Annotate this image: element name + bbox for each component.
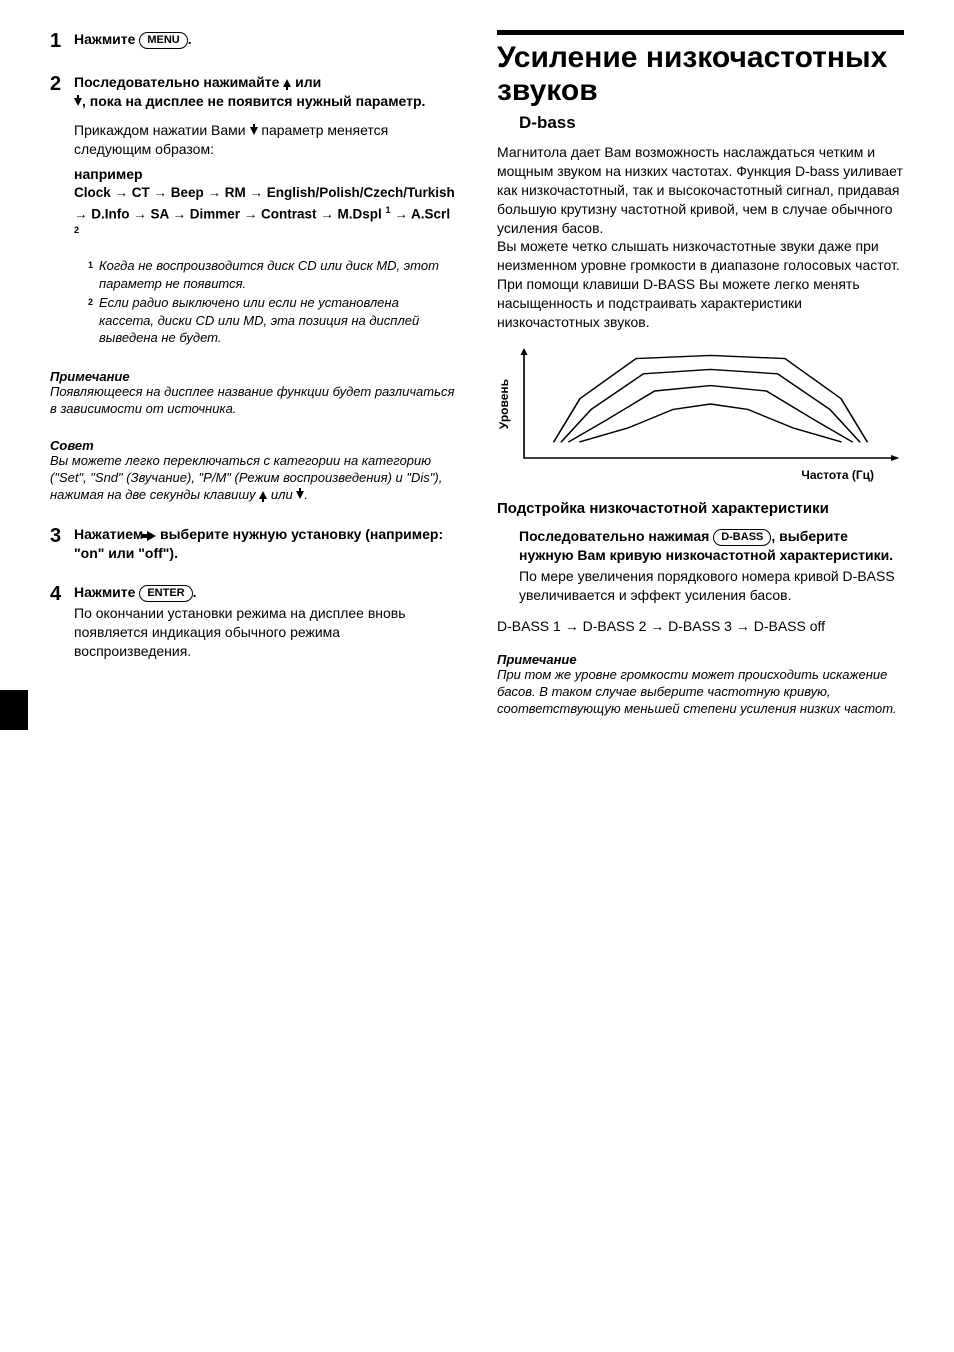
step-3-title: Нажатием выберите нужную установку (напр…: [74, 526, 443, 561]
sub-step-desc: По мере увеличения порядкового номера кр…: [519, 567, 904, 605]
step-2: 2 Последовательно нажимайте или , пока н…: [50, 73, 457, 349]
section-para: Магнитола дает Вам возможность наслаждат…: [497, 143, 904, 332]
tip-text-pre: Вы можете легко переключаться с категори…: [50, 453, 442, 502]
arrow-down-icon-tip: [296, 491, 304, 499]
enter-button-label: ENTER: [139, 585, 192, 602]
note-title-right: Примечание: [497, 652, 904, 667]
menu-chain: Clock → CT → Beep → RM → English/Polish/…: [74, 183, 457, 245]
step-2-title-l2-post: , пока на дисплее не появится нужный пар…: [82, 93, 425, 109]
footnote-1: 1 Когда не воспроизводится диск CD или д…: [88, 257, 457, 292]
step-4-desc: По окончании установки режима на дисплее…: [74, 604, 457, 661]
section-heading: Усиление низкочастотных звуков: [497, 41, 904, 107]
step-1-title-post: .: [188, 31, 192, 47]
footnotes: 1 Когда не воспроизводится диск CD или д…: [88, 257, 457, 347]
step-2-title: Последовательно нажимайте или , пока на …: [74, 73, 457, 111]
page-side-tab: [0, 690, 28, 730]
arrow-up-icon-tip: [259, 491, 267, 499]
step-2-desc: Прикаждом нажатии Вами параметр меняется…: [74, 121, 457, 159]
footnote-2: 2 Если радио выключено или если не устан…: [88, 294, 457, 347]
arrow-right-icon: [147, 531, 156, 541]
note-text: Появляющееся на дисплее название функции…: [50, 384, 457, 418]
step-4: 4 Нажмите ENTER. По окончании установки …: [50, 583, 457, 661]
tip-text: Вы можете легко переключаться с категори…: [50, 453, 457, 504]
note-text-right: При том же уровне громкости может происх…: [497, 667, 904, 718]
step-1-number: 1: [50, 30, 74, 53]
subsection-heading: Подстройка низкочастотной характеристики: [497, 500, 904, 517]
tip-title: Совет: [50, 438, 457, 453]
step-2-title-l1-pre: Последовательно нажимайте: [74, 74, 283, 90]
step-4-title: Нажмите ENTER.: [74, 584, 197, 600]
footnote-2-num: 2: [88, 296, 93, 347]
footnote-1-text: Когда не воспроизводится диск CD или дис…: [99, 257, 457, 292]
dbass-chain: D-BASS 1 → D-BASS 2 → D-BASS 3 → D-BASS …: [497, 618, 904, 634]
tip-text-post: .: [304, 487, 308, 502]
dbass-chart: Уровень Частота (Гц): [497, 344, 904, 482]
step-1-title-pre: Нажмите: [74, 31, 139, 47]
step-2-title-l1-post: или: [291, 74, 321, 90]
step-3-number: 3: [50, 525, 74, 563]
sub-step-bold: Последовательно нажимая D-BASS, выберите…: [519, 528, 893, 563]
section-subheading: D-bass: [519, 113, 904, 133]
chart-xlabel: Частота (Гц): [497, 468, 904, 482]
arrow-down-icon-2: [250, 127, 258, 135]
chart-ylabel: Уровень: [497, 379, 511, 429]
dbass-button-label: D-BASS: [713, 529, 771, 546]
sub-step: Последовательно нажимая D-BASS, выберите…: [519, 527, 904, 605]
step-4-number: 4: [50, 583, 74, 661]
footnote-2-text: Если радио выключено или если не установ…: [99, 294, 457, 347]
example-label: например: [74, 165, 457, 184]
step-1-title: Нажмите MENU.: [74, 31, 192, 47]
step-3: 3 Нажатием выберите нужную установку (на…: [50, 525, 457, 563]
arrow-up-icon: [283, 79, 291, 87]
tip-block: Совет Вы можете легко переключаться с ка…: [50, 438, 457, 504]
step-2-number: 2: [50, 73, 74, 349]
note-title: Примечание: [50, 369, 457, 384]
menu-button-label: MENU: [139, 32, 187, 49]
arrow-down-icon: [74, 98, 82, 106]
footnote-ref-2: 2: [74, 225, 79, 235]
tip-text-mid: или: [267, 487, 296, 502]
step-4-title-post: .: [193, 584, 197, 600]
step-4-title-pre: Нажмите: [74, 584, 139, 600]
note-block-right: Примечание При том же уровне громкости м…: [497, 652, 904, 718]
step-3-title-pre: Нажатием: [74, 526, 147, 542]
menu-chain-mid: → A.Scrl: [391, 206, 451, 221]
sub-step-bold-pre: Последовательно нажимая: [519, 528, 713, 544]
section-rule: [497, 30, 904, 35]
note-block: Примечание Появляющееся на дисплее назва…: [50, 369, 457, 418]
footnote-1-num: 1: [88, 259, 93, 292]
chart-svg: [517, 344, 904, 464]
step-1: 1 Нажмите MENU.: [50, 30, 457, 53]
step-2-desc-pre: Прикаждом нажатии Вами: [74, 122, 250, 138]
